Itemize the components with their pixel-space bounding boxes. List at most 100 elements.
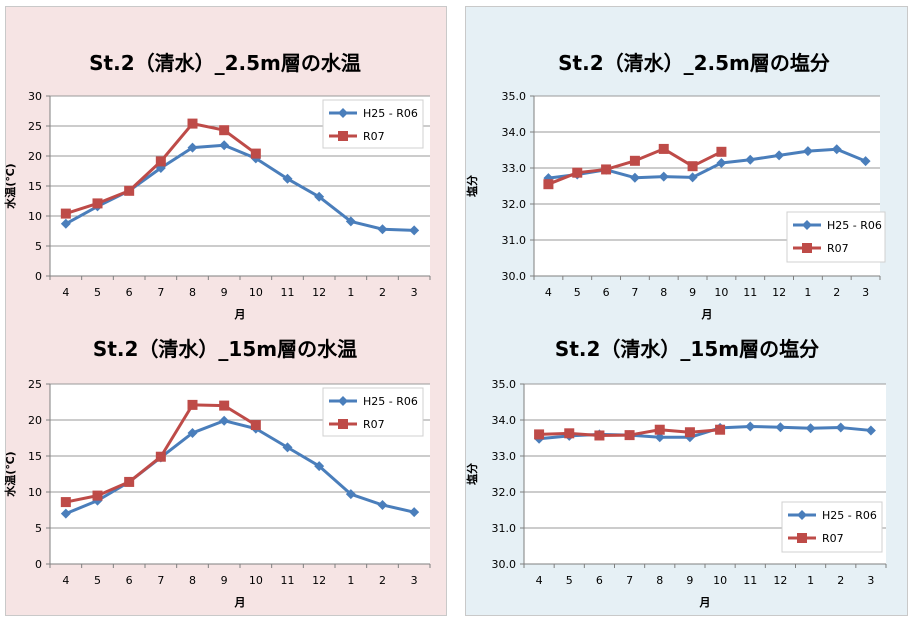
series-h25-r06-point [219,140,230,151]
y-tick-label: 31.0 [492,522,517,535]
y-tick-label: 30.0 [492,558,517,571]
series-r07-point [687,161,698,172]
series-r07-point [572,167,583,178]
x-tick-label: 7 [157,286,164,299]
series-r07-point [60,497,71,508]
legend-swatch-marker [338,131,348,141]
series-h25-r06-point [60,218,71,229]
x-tick-label: 9 [689,286,696,299]
x-tick-label: 8 [656,574,663,587]
series-r07-point [601,164,612,175]
x-tick-label: 5 [574,286,581,299]
legend-label: R07 [363,418,385,431]
chart-title: St.2（清水）_15m層の塩分 [555,337,819,361]
legend-swatch-marker [797,533,807,543]
x-tick-label: 1 [807,574,814,587]
series-h25-r06-point [687,172,698,183]
x-tick-label: 12 [773,574,787,587]
series-r07-point [594,430,605,441]
x-tick-label: 6 [126,286,133,299]
series-h25-r06-point [187,142,198,153]
series-r07-point [658,143,669,154]
series-r07-point [92,490,103,501]
series-r07-point [629,155,640,166]
y-tick-label: 25 [28,378,42,391]
x-tick-label: 5 [94,286,101,299]
y-axis-label: 水温(℃) [3,451,17,496]
x-tick-label: 11 [281,574,295,587]
series-h25-r06-point [805,423,816,434]
x-tick-label: 3 [411,574,418,587]
series-h25-r06-point [409,225,420,236]
legend: H25 - R06 R07 [322,387,424,437]
series-h25-r06-point [860,156,871,167]
series-r07-point [124,185,135,196]
chart-2-5m-salinity: St.2（清水）_2.5m層の塩分 30.0 31.0 32.0 33.0 34.0 35.… [465,51,886,321]
x-tick-label: 2 [837,574,844,587]
y-tick-label: 5 [35,522,42,535]
x-tick-label: 9 [221,286,228,299]
series-r07-point [155,156,166,167]
x-tick-label: 10 [249,574,263,587]
y-tick-label: 35.0 [502,90,527,103]
legend-box [786,211,886,263]
legend-label: H25 - R06 [827,219,882,232]
legend: H25 - R06 R07 [786,211,886,263]
series-h25-r06-point [774,150,785,161]
x-tick-label: 3 [862,286,869,299]
legend-swatch-marker [802,243,812,253]
x-tick-label: 6 [126,574,133,587]
series-r07-point [60,208,71,219]
legend-label: H25 - R06 [363,107,418,120]
series-r07-point [187,399,198,410]
y-tick-label: 25 [28,120,42,133]
series-r07-point [564,428,575,439]
series-r07-point [250,148,261,159]
x-tick-label: 3 [867,574,874,587]
y-tick-label: 34.0 [502,126,527,139]
x-tick-label: 7 [626,574,633,587]
series-h25-r06-point [745,154,756,165]
series-h25-r06-point [802,146,813,157]
y-tick-label: 31.0 [502,234,527,247]
series-h25-r06-point [314,461,325,472]
x-tick-label: 4 [62,574,69,587]
series-h25-r06-point [377,499,388,510]
y-tick-label: 30 [28,90,42,103]
y-tick-label: 34.0 [492,414,517,427]
y-axis-label: 塩分 [465,463,479,485]
series-h25-r06-point [219,415,230,426]
x-tick-label: 1 [347,286,354,299]
series-h25-r06-point [345,489,356,500]
y-tick-label: 32.0 [492,486,517,499]
legend-swatch-marker [338,396,348,406]
x-tick-label: 2 [833,286,840,299]
x-tick-label: 1 [804,286,811,299]
legend: H25 - R06 R07 [322,99,424,149]
series-r07-point [250,420,261,431]
x-tick-label: 1 [347,574,354,587]
series-h25-r06-point [658,171,669,182]
legend-swatch-marker [802,220,812,230]
y-tick-label: 15 [28,450,42,463]
x-tick-label: 9 [221,574,228,587]
x-axis-label: 月 [234,308,246,321]
y-tick-label: 20 [28,150,42,163]
x-tick-label: 7 [157,574,164,587]
legend-swatch-marker [797,510,807,520]
series-h25-r06-point [282,173,293,184]
y-tick-label: 15 [28,180,42,193]
y-axis-label: 塩分 [465,175,479,197]
x-tick-label: 2 [379,286,386,299]
x-tick-label: 8 [189,574,196,587]
series-r07 [543,143,727,190]
legend-swatch-marker [338,108,348,118]
x-tick-label: 11 [743,286,757,299]
series-h25-r06-point [60,508,71,519]
x-tick-label: 4 [62,286,69,299]
x-tick-label: 10 [249,286,263,299]
chart-title: St.2（清水）_15m層の水温 [93,337,357,361]
x-tick-label: 7 [631,286,638,299]
chart-15m-salinity: St.2（清水）_15m層の塩分 30.0 31.0 32.0 33.0 34.0 35.0… [465,337,887,609]
